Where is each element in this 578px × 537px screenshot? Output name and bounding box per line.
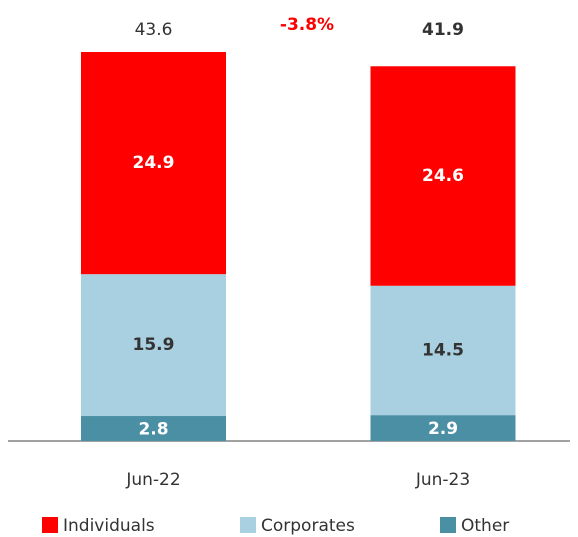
- total-label: 41.9: [422, 20, 464, 40]
- data-label: 2.9: [428, 419, 458, 439]
- x-tick-label: Jun-23: [415, 470, 470, 490]
- data-label: 15.9: [133, 335, 175, 355]
- bar-segment: [81, 274, 226, 417]
- legend-swatch: [440, 517, 456, 533]
- bar-segment: [370, 415, 516, 441]
- legend-swatch: [42, 517, 58, 533]
- legend-label: Individuals: [63, 516, 155, 536]
- x-tick-label: Jun-22: [125, 470, 180, 490]
- data-label: 24.9: [133, 153, 175, 173]
- bar-segment: [81, 52, 226, 275]
- annotation: -3.8%: [280, 15, 334, 35]
- legend-swatch: [240, 517, 256, 533]
- data-label: 2.8: [138, 420, 168, 440]
- bar-segment: [81, 416, 226, 441]
- data-label: 24.6: [422, 166, 464, 186]
- bar-segment: [370, 285, 516, 416]
- bar-segment: [370, 66, 516, 286]
- total-label: 43.6: [135, 20, 173, 40]
- data-label: 14.5: [422, 340, 464, 360]
- legend-label: Other: [461, 516, 509, 536]
- legend-label: Corporates: [261, 516, 355, 536]
